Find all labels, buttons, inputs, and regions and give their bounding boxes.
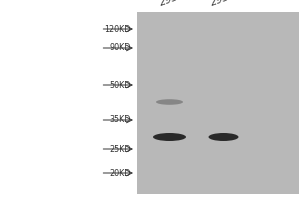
Text: 25KD: 25KD: [109, 144, 130, 154]
Bar: [136, 12, 298, 194]
Ellipse shape: [208, 133, 238, 141]
Text: 293T: 293T: [209, 0, 238, 8]
Text: 120KD: 120KD: [104, 24, 130, 33]
Text: 50KD: 50KD: [109, 81, 130, 90]
Text: 293: 293: [158, 0, 181, 8]
Ellipse shape: [153, 133, 186, 141]
Ellipse shape: [156, 99, 183, 105]
Text: 90KD: 90KD: [109, 44, 130, 52]
Text: 20KD: 20KD: [109, 168, 130, 178]
Text: 35KD: 35KD: [109, 116, 130, 124]
